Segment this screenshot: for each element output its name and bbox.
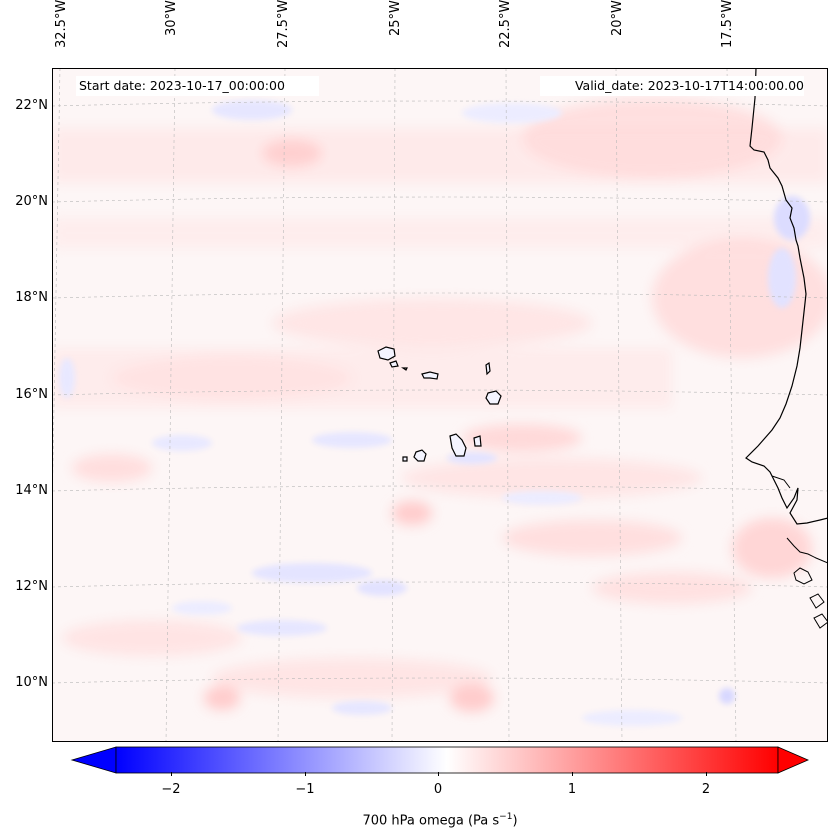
lon-label-25w: 25°W [388,0,403,36]
lat-label-18n: 18°N [15,290,48,305]
omega-positive-patches [52,98,828,712]
lat-label-22n: 22°N [15,98,48,113]
start-date-label: Start date: 2023-10-17_00:00:00 [76,76,319,96]
island-santa-luzia [401,367,408,371]
lon-label-22-5w: 22.5°W [498,0,513,49]
colorbar-tickmark [171,772,172,776]
island-sao-vicente [389,360,399,368]
lon-label-30w: 30°W [164,0,179,36]
colorbar-left-extension [70,746,117,774]
island-boa-vista [485,390,502,405]
africa-coastline [745,68,828,742]
cape-verde-islands [377,346,502,462]
island-brava [402,456,408,462]
colorbar-right-extension [777,746,810,774]
colorbar-tickmark [438,772,439,776]
graticule [52,68,828,742]
island-sal [485,361,491,376]
colorbar-tick-label: 2 [701,782,711,797]
map-panel [52,68,828,742]
lon-label-32-5w: 32.5°W [54,0,69,49]
island-sao-nicolau [421,371,439,380]
colorbar [70,746,810,774]
colorbar-tickmark [572,772,573,776]
map-frame [52,68,828,742]
island-santiago [449,433,467,457]
colorbar-gradient [115,746,779,774]
colorbar-tick-label: 1 [567,782,577,797]
island-fogo [413,449,427,462]
guinea-bissau-coast [786,537,828,564]
lon-label-17-5w: 17.5°W [720,0,735,49]
lat-label-10n: 10°N [15,675,48,690]
island-maio [473,435,482,447]
colorbar-tick-label: 0 [433,782,443,797]
lat-label-14n: 14°N [15,483,48,498]
valid-date-label: Valid_date: 2023-10-17T14:00:00.00 [540,76,804,96]
colorbar-tick-label: −2 [161,782,181,797]
lat-label-12n: 12°N [15,579,48,594]
colorbar-tickmark [305,772,306,776]
island-santo-antao [377,346,396,361]
lat-label-16n: 16°N [15,387,48,402]
colorbar-tickmark [706,772,707,776]
colorbar-tick-label: −1 [295,782,315,797]
lat-label-20n: 20°N [15,194,48,209]
lon-label-27-5w: 27.5°W [276,0,291,49]
omega-negative-patches [59,100,810,726]
bijagos-islands [793,567,828,629]
colorbar-label: 700 hPa omega (Pa s−1) [362,812,518,829]
lon-label-20w: 20°W [610,0,625,36]
gambia-estuary [771,475,791,489]
